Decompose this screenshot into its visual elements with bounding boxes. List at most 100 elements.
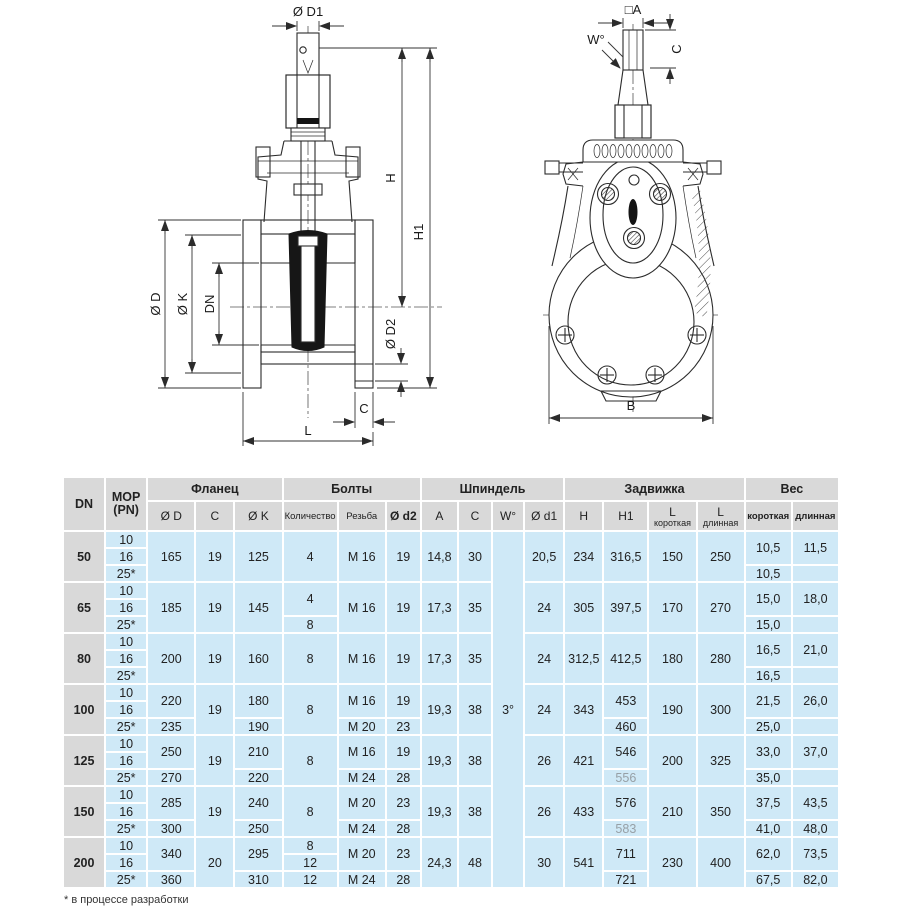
spec-cell: 19: [196, 787, 234, 836]
spec-cell: 82,0: [792, 872, 838, 887]
spec-cell: 21,5: [745, 685, 791, 717]
spec-cell: 340: [148, 838, 195, 870]
spec-cell: 62,0: [745, 838, 791, 870]
cell-pn: 10: [106, 634, 147, 649]
cell-dn: 65: [64, 583, 105, 632]
cell-pn: 10: [106, 736, 147, 751]
spec-cell: 20,5: [525, 532, 564, 581]
spec-cell: 721: [604, 872, 648, 887]
col-header: короткая: [745, 502, 791, 530]
cell-pn: 25*: [106, 770, 147, 785]
cell-pn: 16: [106, 600, 147, 615]
spec-cell: 190: [235, 719, 282, 734]
spec-cell: 305: [565, 583, 603, 632]
spec-cell: 300: [697, 685, 744, 734]
group-header: Шпиндель: [421, 478, 564, 500]
spec-cell: 230: [649, 838, 696, 887]
cell-pn: 10: [106, 532, 147, 547]
spec-cell: 145: [235, 583, 282, 632]
spec-cell: 24,3: [421, 838, 457, 887]
cell-dn: 80: [64, 634, 105, 683]
group-header: Болты: [283, 478, 420, 500]
spec-cell: 400: [697, 838, 744, 887]
cell-pn: 25*: [106, 566, 147, 581]
col-header: A: [421, 502, 457, 530]
dim-label-a: □A: [625, 2, 642, 17]
spec-cell: 19: [386, 736, 420, 768]
spec-cell: 43,5: [792, 787, 838, 819]
group-header: Вес: [745, 478, 838, 500]
spec-cell: 37,5: [745, 787, 791, 819]
spec-cell: 24: [525, 685, 564, 734]
spec-cell: 17,3: [421, 583, 457, 632]
cell-pn: 25*: [106, 668, 147, 683]
spec-cell: 125: [235, 532, 282, 581]
spec-cell: 28: [386, 821, 420, 836]
spec-cell: M 16: [338, 532, 385, 581]
col-header: H1: [604, 502, 648, 530]
spec-cell: 295: [235, 838, 282, 870]
spec-cell: 23: [386, 719, 420, 734]
spec-cell: 19: [386, 685, 420, 717]
spec-cell: 23: [386, 838, 420, 870]
spec-cell: 270: [697, 583, 744, 632]
spec-cell: 38: [458, 787, 492, 836]
dim-label-h: H: [383, 173, 398, 182]
spec-cell: 280: [697, 634, 744, 683]
spec-cell: 350: [697, 787, 744, 836]
spec-cell: 35: [458, 634, 492, 683]
spec-cell: 19,3: [421, 736, 457, 785]
col-header: Количество: [283, 502, 337, 530]
spec-cell: 546: [604, 736, 648, 768]
spec-cell: 190: [649, 685, 696, 734]
cell-dn: 100: [64, 685, 105, 734]
spec-cell: 343: [565, 685, 603, 734]
spec-cell: 300: [148, 821, 195, 836]
spec-cell: 220: [235, 770, 282, 785]
spec-cell: M 24: [338, 821, 385, 836]
spec-cell: 240: [235, 787, 282, 819]
spec-cell: [792, 770, 838, 785]
footnote: * в процессе разработки: [64, 894, 189, 906]
spec-table-section: DN MOP (PN) Фланец Болты Шпиндель Задвижка Вес Ø…: [62, 476, 840, 906]
spec-cell: 234: [565, 532, 603, 581]
spec-cell: 19: [196, 634, 234, 683]
spec-cell: 556: [604, 770, 648, 785]
dim-label-c-front: C: [669, 44, 684, 53]
spec-cell: 4: [283, 532, 337, 581]
spec-cell: 19: [196, 685, 234, 734]
spec-cell: 8: [283, 736, 337, 785]
spec-table: DN MOP (PN) Фланец Болты Шпиндель Задвижка Вес Ø…: [62, 476, 840, 889]
group-header: Фланец: [148, 478, 282, 500]
spec-cell: 21,0: [792, 634, 838, 666]
spec-cell: 250: [697, 532, 744, 581]
spec-cell: 711: [604, 838, 648, 870]
col-header: Ø K: [235, 502, 282, 530]
dim-label-k: Ø K: [175, 292, 190, 315]
spec-cell: [792, 668, 838, 683]
spec-cell: 180: [649, 634, 696, 683]
spec-cell: 150: [649, 532, 696, 581]
spec-cell: 48: [458, 838, 492, 887]
spec-cell: 576: [604, 787, 648, 819]
spec-cell: M 16: [338, 736, 385, 768]
cell-pn: 25*: [106, 617, 147, 632]
spec-cell: 19: [196, 532, 234, 581]
spec-cell: 270: [148, 770, 195, 785]
spec-cell: 24: [525, 583, 564, 632]
cell-pn: 10: [106, 583, 147, 598]
spec-cell: [792, 617, 838, 632]
side-view-drawing: Ø D1 H H1 Ø D Ø K: [148, 4, 442, 446]
spec-cell-w-angle: 3°: [493, 532, 524, 887]
cell-dn: 50: [64, 532, 105, 581]
spec-cell: M 20: [338, 787, 385, 819]
spec-cell: 19,3: [421, 787, 457, 836]
cell-pn: 10: [106, 787, 147, 802]
dim-label-w: W°: [587, 32, 604, 47]
spec-cell: 41,0: [745, 821, 791, 836]
spec-cell: 8: [283, 617, 337, 632]
spec-cell: 23: [386, 787, 420, 819]
cell-dn: 200: [64, 838, 105, 887]
cell-pn: 16: [106, 549, 147, 564]
